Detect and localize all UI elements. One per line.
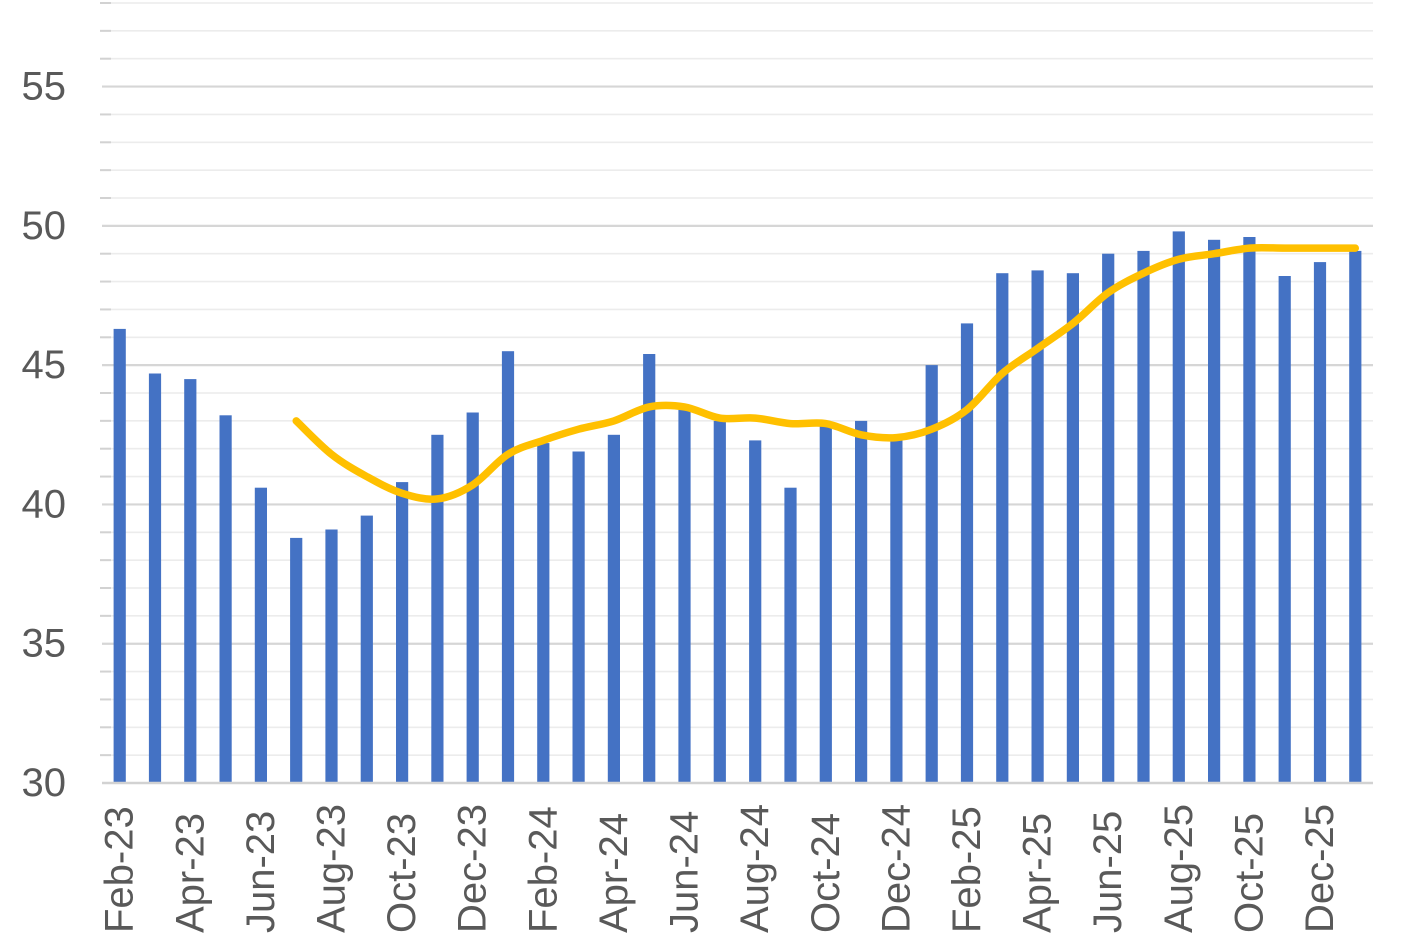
- bar: [219, 415, 232, 783]
- bar: [1313, 262, 1327, 784]
- bar-series: [113, 231, 1362, 784]
- bar: [749, 440, 762, 783]
- bar: [113, 328, 126, 783]
- bar: [431, 434, 444, 783]
- bar: [1243, 237, 1256, 783]
- bar: [784, 487, 797, 783]
- bar: [819, 423, 832, 783]
- bar: [325, 529, 338, 783]
- x-axis-labels: Feb-23 Apr-23 Jun-23 Aug-23 Oct-23 Dec-23 Feb-…: [98, 804, 1342, 933]
- x-axis-label: Oct-23: [380, 813, 424, 933]
- x-axis-label: Oct-24: [804, 813, 848, 933]
- bar: [1102, 253, 1115, 783]
- bar: [537, 443, 550, 783]
- x-axis-label: Feb-25: [945, 806, 989, 933]
- bar: [1137, 250, 1150, 783]
- bar: [360, 515, 373, 783]
- y-axis-label: 40: [22, 482, 67, 526]
- bar: [290, 537, 303, 783]
- bar: [643, 354, 656, 783]
- bar: [184, 379, 197, 783]
- y-axis-label: 30: [22, 761, 67, 805]
- bar: [148, 373, 162, 783]
- x-axis-label: Dec-25: [1298, 804, 1342, 933]
- moving-average-line: [292, 243, 1360, 503]
- y-axis-label: 50: [22, 204, 67, 248]
- bar: [1172, 231, 1185, 783]
- bar: [466, 412, 479, 783]
- x-axis-label: Dec-24: [874, 804, 918, 933]
- gridlines: [100, 2, 1373, 757]
- bar: [678, 409, 691, 783]
- bar: [396, 482, 409, 783]
- x-axis-label: Jun-23: [239, 811, 283, 933]
- bar: [855, 420, 868, 783]
- y-axis-label: 55: [22, 65, 67, 109]
- bar: [1066, 273, 1079, 783]
- x-axis-label: Jun-25: [1086, 811, 1130, 933]
- x-axis-label: Aug-25: [1157, 804, 1201, 933]
- x-axis-label: Apr-25: [1016, 813, 1060, 933]
- x-axis-label: Aug-24: [733, 804, 777, 933]
- x-axis-label: Apr-23: [168, 813, 212, 933]
- x-axis-label: Dec-23: [451, 804, 495, 933]
- y-axis-label: 35: [22, 622, 67, 666]
- bar: [607, 434, 620, 783]
- bar: [1208, 239, 1221, 784]
- x-axis-label: Apr-24: [592, 813, 636, 933]
- bar: [890, 440, 903, 783]
- x-axis-label: Jun-24: [663, 811, 707, 933]
- bar: [572, 451, 585, 783]
- bar: [501, 351, 515, 783]
- y-axis-label: 45: [22, 343, 67, 387]
- bar: [1349, 250, 1362, 783]
- bar: [960, 323, 974, 783]
- y-axis-labels: 30 35 40 45 50 55: [22, 65, 67, 805]
- bar: [1278, 276, 1291, 783]
- x-axis-label: Feb-24: [521, 806, 565, 933]
- x-axis-label: Aug-23: [309, 804, 353, 933]
- bar: [996, 273, 1009, 783]
- bar: [1031, 270, 1044, 783]
- bar: [925, 365, 938, 783]
- x-axis-label: Oct-25: [1227, 813, 1271, 933]
- bar: [713, 420, 726, 783]
- bar: [254, 487, 267, 783]
- x-axis-label: Feb-23: [98, 806, 142, 933]
